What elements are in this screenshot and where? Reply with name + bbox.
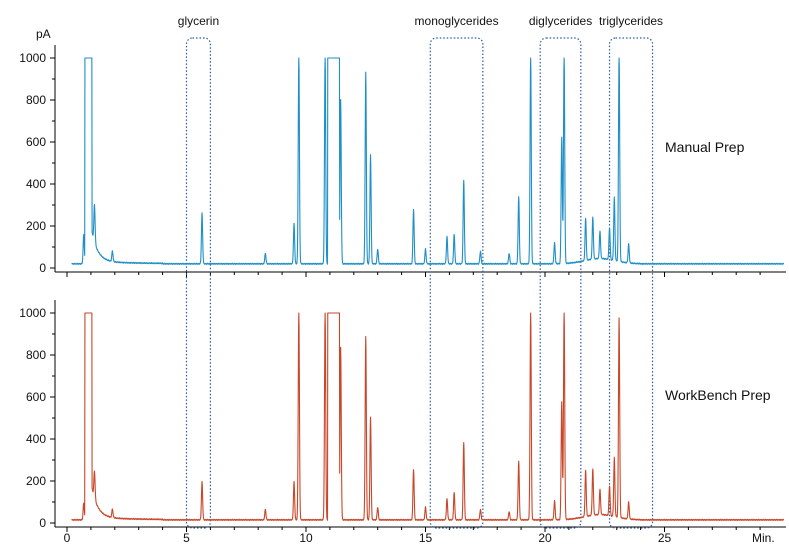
x-unit-label: Min. [752,531,775,545]
y-tick-label: 0 [39,516,46,530]
y-tick-label: 0 [39,261,46,275]
region-box [539,37,582,529]
region-box [185,37,211,529]
region-label: monoglycerides [415,14,499,28]
y-tick-label: 600 [26,135,46,149]
region-box [429,37,484,529]
ticks-layer: 0 200 400 600 800 1000 0 200 400 600 800 1000 0 5 10 15… [19,51,761,545]
y-tick-label: 200 [26,474,46,488]
series-label-manual-prep: Manual Prep [665,139,745,155]
x-tick-label: 5 [183,531,190,545]
y-tick-label: 800 [26,93,46,107]
y-tick-label: 1000 [19,51,46,65]
region-label: diglycerides [529,14,592,28]
series-line-workbench-prep [71,312,785,522]
traces-layer [71,57,785,522]
x-tick-label: 10 [299,531,313,545]
y-tick-label: 800 [26,348,46,362]
y-unit-label: pA [36,27,51,41]
x-tick-label: 20 [538,531,552,545]
y-tick-label: 600 [26,390,46,404]
y-tick-label: 200 [26,219,46,233]
series-line-manual-prep [71,57,785,265]
region-label: triglycerides [599,14,663,28]
y-tick-label: 1000 [19,306,46,320]
region-box [608,37,654,529]
x-tick-label: 25 [658,531,672,545]
region-label: glycerin [178,14,219,28]
y-tick-label: 400 [26,177,46,191]
y-tick-label: 400 [26,432,46,446]
x-tick-label: 15 [419,531,433,545]
series-label-workbench-prep: WorkBench Prep [665,387,771,403]
x-tick-label: 0 [64,531,71,545]
regions-layer: glycerin monoglycerides diglycerides trigly… [178,14,663,529]
